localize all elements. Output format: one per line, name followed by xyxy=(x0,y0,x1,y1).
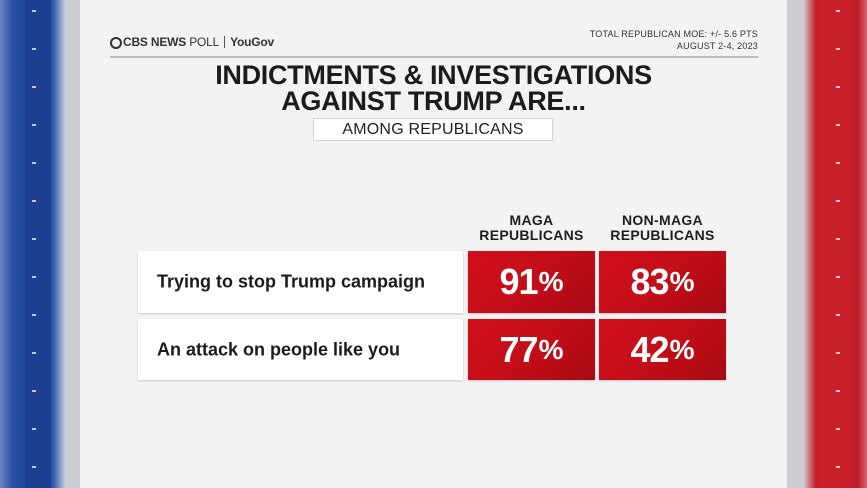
stripe-tick xyxy=(32,162,36,164)
column-header-line-2: REPUBLICANS xyxy=(479,227,584,243)
stripe-tick xyxy=(32,314,36,316)
column-header-line-2: REPUBLICANS xyxy=(610,227,715,243)
stripe-tick xyxy=(836,352,840,354)
moe-info: TOTAL REPUBLICAN MOE: +/- 5.6 PTS AUGUST… xyxy=(590,28,758,52)
stripe-tick xyxy=(836,124,840,126)
header-rule xyxy=(110,56,758,58)
row-label-text: An attack on people like you xyxy=(157,339,401,359)
stripe-tick xyxy=(836,390,840,392)
stripe-tick xyxy=(32,124,36,126)
stripe-tick xyxy=(32,86,36,88)
column-header-line-1: NON-MAGA xyxy=(622,212,703,228)
stripe-tick xyxy=(32,238,36,240)
brand-partner: YouGov xyxy=(230,35,275,49)
main-panel: CBS NEWS POLL YouGov TOTAL REPUBLICAN MOE… xyxy=(80,0,787,488)
moe-line: TOTAL REPUBLICAN MOE: +/- 5.6 PTS xyxy=(589,29,758,39)
stripe-tick xyxy=(836,276,840,278)
brand-network: CBS NEWS xyxy=(123,35,187,49)
title-line-1: INDICTMENTS & INVESTIGATIONS xyxy=(215,60,652,90)
value-number: 83 xyxy=(630,261,670,302)
value-unit: % xyxy=(669,266,695,297)
cbs-eye-icon xyxy=(110,37,122,49)
column-header-non-maga: NON-MAGA REPUBLICANS xyxy=(599,213,726,243)
value-number: 42 xyxy=(630,328,670,370)
left-gray-band xyxy=(66,0,80,488)
left-blue-stripe xyxy=(25,0,51,488)
stripe-tick xyxy=(32,390,36,392)
chart-title: INDICTMENTS & INVESTIGATIONS AGAINST TRU… xyxy=(80,60,787,116)
stripe-tick xyxy=(32,466,36,468)
value-number: 77 xyxy=(499,328,539,370)
brand-separator xyxy=(224,36,226,48)
stripe-tick xyxy=(836,86,840,88)
value-cell: 42% xyxy=(599,319,726,380)
value-cell: 77% xyxy=(468,319,595,380)
value-cell: 91% xyxy=(468,251,595,313)
stripe-tick xyxy=(836,238,840,240)
value-unit: % xyxy=(538,266,564,297)
right-red-stripe xyxy=(821,0,843,488)
column-header-maga: MAGA REPUBLICANS xyxy=(468,213,595,243)
subtitle-badge: AMONG REPUBLICANS xyxy=(313,118,553,141)
stripe-tick xyxy=(836,466,840,468)
stripe-tick xyxy=(836,48,840,50)
stripe-tick xyxy=(836,10,840,12)
row-label-attack: An attack on people like you xyxy=(138,319,463,380)
stripe-tick xyxy=(32,48,36,50)
value-number: 91 xyxy=(499,261,539,302)
brand-poll: POLL xyxy=(189,35,220,49)
title-line-2: AGAINST TRUMP ARE... xyxy=(281,86,586,116)
stripe-tick xyxy=(32,428,36,430)
value-unit: % xyxy=(669,333,695,365)
stripe-tick xyxy=(32,276,36,278)
stripe-tick xyxy=(836,428,840,430)
row-label-stop-campaign: Trying to stop Trump campaign xyxy=(138,251,463,313)
right-gray-band xyxy=(787,0,803,488)
value-unit: % xyxy=(538,333,564,365)
column-header-line-1: MAGA xyxy=(509,212,554,228)
stripe-tick xyxy=(836,162,840,164)
stripe-tick xyxy=(836,314,840,316)
brand-logo: CBS NEWS POLL YouGov xyxy=(110,35,274,49)
stripe-tick xyxy=(32,10,36,12)
value-cell: 83% xyxy=(599,251,726,313)
stripe-tick xyxy=(32,200,36,202)
stripe-tick xyxy=(32,352,36,354)
row-label-text: Trying to stop Trump campaign xyxy=(157,271,426,292)
poll-dates: AUGUST 2-4, 2023 xyxy=(676,41,758,51)
stripe-tick xyxy=(836,200,840,202)
